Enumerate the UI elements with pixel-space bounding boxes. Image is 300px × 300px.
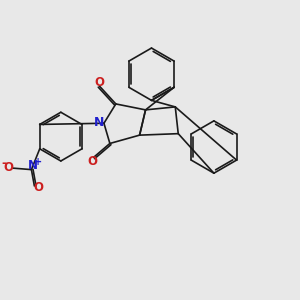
Text: -: -	[2, 157, 7, 170]
Text: +: +	[34, 157, 42, 167]
Text: N: N	[28, 159, 38, 172]
Text: O: O	[87, 155, 97, 168]
Text: O: O	[94, 76, 104, 89]
Text: O: O	[4, 161, 14, 174]
Text: N: N	[93, 116, 104, 129]
Text: O: O	[34, 181, 44, 194]
